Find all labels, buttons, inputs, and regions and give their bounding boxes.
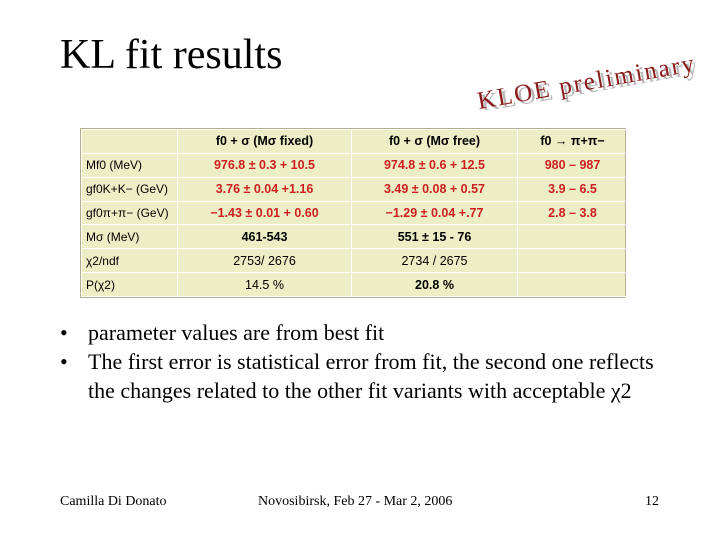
table-cell: 3.49 ± 0.08 + 0.57 (351, 176, 518, 202)
row-label: gf0π+π− (GeV) (81, 200, 178, 226)
table-row: P(χ2) 14.5 % 20.8 % (81, 272, 628, 297)
stamp-text: KLOE preliminary (475, 50, 695, 110)
table-cell: 976.8 ± 0.3 + 10.5 (177, 152, 352, 178)
table-cell (517, 248, 628, 274)
table-row: Mσ (MeV) 461-543 551 ± 15 - 76 (81, 224, 628, 250)
header-cell: f0 + σ (Mσ free) (351, 129, 518, 154)
table-cell (517, 272, 628, 297)
table-cell: 974.8 ± 0.6 + 12.5 (351, 152, 518, 178)
table-cell: 3.76 ± 0.04 +1.16 (177, 176, 352, 202)
table-cell: 461-543 (177, 224, 352, 250)
table-header-row: f0 + σ (Mσ fixed) f0 + σ (Mσ free) f0 → … (81, 129, 628, 154)
table-cell: 980 – 987 (517, 152, 628, 178)
table-cell: 2734 / 2675 (351, 248, 518, 274)
bullet-text: parameter values are from best fit (88, 320, 385, 345)
row-label: P(χ2) (81, 272, 178, 297)
table-cell: 3.9 – 6.5 (517, 176, 628, 202)
row-label: Mf0 (MeV) (81, 152, 178, 178)
slide-title: KL fit results (60, 32, 283, 78)
table-cell: −1.43 ± 0.01 + 0.60 (177, 200, 352, 226)
footer-author: Camilla Di Donato (60, 494, 167, 509)
bullet-dot: • (60, 349, 68, 374)
footer-event: Novosibirsk, Feb 27 - Mar 2, 2006 (258, 494, 453, 509)
table-cell: 2.8 – 3.8 (517, 200, 628, 226)
bullet-list: • parameter values are from best fit • T… (60, 318, 660, 405)
header-cell: f0 → π+π− (517, 129, 628, 154)
row-label: Mσ (MeV) (81, 224, 178, 250)
header-cell: f0 + σ (Mσ fixed) (177, 129, 352, 154)
bullet-text: The first error is statistical error fro… (88, 349, 654, 403)
header-cell (81, 129, 178, 154)
table-row: gf0K+K− (GeV) 3.76 ± 0.04 +1.16 3.49 ± 0… (81, 176, 628, 202)
table-row: gf0π+π− (GeV) −1.43 ± 0.01 + 0.60 −1.29 … (81, 200, 628, 226)
table-cell (517, 224, 628, 250)
bullet-item: • parameter values are from best fit (60, 318, 660, 347)
row-label: gf0K+K− (GeV) (81, 176, 178, 202)
table-cell: 551 ± 15 - 76 (351, 224, 518, 250)
table-cell: 14.5 % (177, 272, 352, 297)
table-cell: 2753/ 2676 (177, 248, 352, 274)
footer-page-number: 12 (645, 494, 659, 509)
bullet-item: • The first error is statistical error f… (60, 347, 660, 405)
table-row: Mf0 (MeV) 976.8 ± 0.3 + 10.5 974.8 ± 0.6… (81, 152, 628, 178)
table-row: χ2/ndf 2753/ 2676 2734 / 2675 (81, 248, 628, 274)
fit-results-table: f0 + σ (Mσ fixed) f0 + σ (Mσ free) f0 → … (80, 128, 628, 298)
bullet-dot: • (60, 320, 68, 345)
table-cell: −1.29 ± 0.04 +.77 (351, 200, 518, 226)
preliminary-stamp: KLOE preliminary KLOE preliminary (465, 34, 695, 110)
table-cell: 20.8 % (351, 272, 518, 297)
row-label: χ2/ndf (81, 248, 178, 274)
